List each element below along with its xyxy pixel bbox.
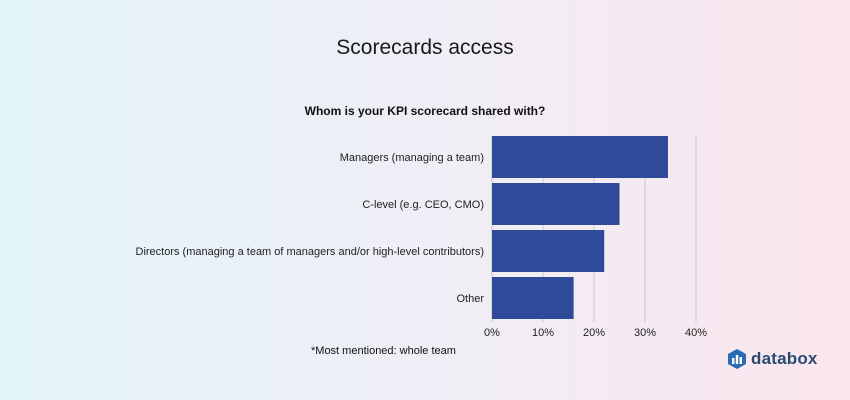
category-label: C-level (e.g. CEO, CMO)	[362, 199, 484, 211]
category-label: Other	[456, 293, 484, 305]
bar	[492, 230, 605, 272]
brand-logo: databox	[728, 349, 818, 369]
page-title: Scorecards access	[336, 36, 514, 59]
x-tick-label: 40%	[685, 327, 707, 339]
bars	[492, 136, 668, 319]
category-label: Managers (managing a team)	[340, 152, 484, 164]
databox-logo-icon	[728, 349, 746, 369]
footnote: *Most mentioned: whole team	[311, 345, 456, 357]
x-tick-label: 30%	[634, 327, 656, 339]
brand-name: databox	[751, 349, 818, 368]
bar	[492, 277, 574, 319]
category-labels: Managers (managing a team) C-level (e.g. …	[136, 152, 485, 305]
bar	[492, 136, 668, 178]
bar	[492, 183, 620, 225]
x-tick-label: 0%	[484, 327, 500, 339]
x-tick-label: 10%	[532, 327, 554, 339]
chart-title: Whom is your KPI scorecard shared with?	[304, 104, 546, 118]
category-label: Directors (managing a team of managers a…	[136, 246, 485, 258]
x-axis-ticks: 0% 10% 20% 30% 40%	[484, 327, 707, 339]
x-tick-label: 20%	[583, 327, 605, 339]
